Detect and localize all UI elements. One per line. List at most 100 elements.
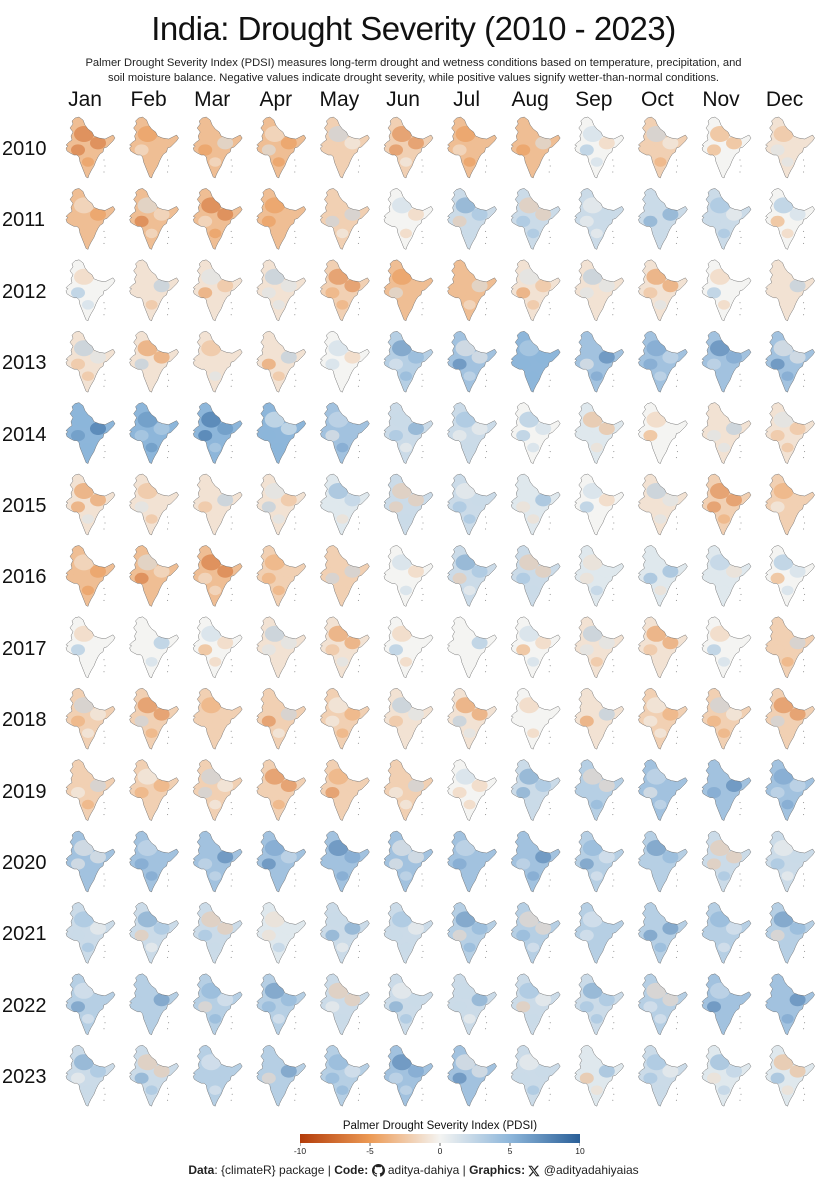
india-map-cell: [447, 402, 497, 464]
india-map-cell: [701, 188, 752, 250]
india-map-cell: [765, 330, 815, 393]
india-map-cell: [383, 402, 434, 464]
month-label: Jun: [386, 88, 420, 111]
india-map-cell: [701, 402, 752, 464]
india-map-cell: [701, 259, 752, 322]
india-map-cell: [192, 330, 243, 393]
india-map-cell: [765, 1044, 815, 1107]
year-label: 2021: [2, 923, 47, 946]
india-map-cell: [320, 687, 370, 750]
india-map-cell: [65, 616, 116, 679]
india-map-cell: [574, 830, 625, 893]
india-map-cell: [638, 830, 688, 893]
india-map-cell: [447, 545, 497, 607]
map-grid: [65, 116, 815, 1107]
india-map-cell: [574, 116, 625, 179]
india-map-cell: [383, 759, 434, 821]
month-label: Sep: [575, 88, 613, 111]
india-map-cell: [765, 902, 815, 964]
india-map-cell: [320, 473, 370, 536]
india-map-cell: [638, 687, 688, 750]
india-map-cell: [574, 188, 625, 250]
india-map-cell: [510, 259, 561, 322]
india-map-cell: [383, 545, 434, 607]
india-map-cell: [638, 1044, 688, 1107]
india-map-cell: [129, 402, 179, 464]
year-label: 2013: [2, 352, 47, 375]
india-map-cell: [447, 188, 497, 250]
india-map-cell: [510, 687, 561, 750]
chart-subtitle: Palmer Drought Severity Index (PDSI) mea…: [60, 56, 767, 86]
month-label: Apr: [259, 88, 293, 111]
india-map-cell: [447, 330, 497, 393]
india-map-cell: [447, 902, 497, 964]
india-map-cell: [383, 616, 434, 679]
india-map-cell: [320, 259, 370, 322]
india-map-cell: [65, 1044, 116, 1107]
india-map-cell: [320, 330, 370, 393]
india-map-cell: [765, 759, 815, 821]
india-map-cell: [129, 1044, 179, 1107]
india-map-cell: [574, 402, 625, 464]
india-map-cell: [638, 545, 688, 607]
india-map-cell: [701, 330, 752, 393]
india-map-cell: [383, 902, 434, 964]
india-map-cell: [638, 259, 688, 322]
credits-data-value: : {climateR} package |: [214, 1163, 335, 1177]
india-map-cell: [129, 473, 179, 536]
india-map-cell: [447, 473, 497, 536]
india-map-cell: [65, 473, 116, 536]
india-map-cell: [638, 473, 688, 536]
india-map-cell: [256, 616, 307, 679]
india-map-cell: [701, 687, 752, 750]
india-map-cell: [192, 1044, 243, 1107]
india-map-cell: [447, 973, 497, 1036]
india-map-cell: [320, 759, 370, 821]
india-map-cell: [701, 973, 752, 1036]
india-map-cell: [320, 116, 370, 179]
india-map-cell: [574, 330, 625, 393]
credits-code-label: Code:: [334, 1163, 369, 1177]
year-label: 2020: [2, 852, 47, 874]
subtitle-line-1: Palmer Drought Severity Index (PDSI) mea…: [85, 57, 742, 69]
india-map-cell: [256, 402, 307, 464]
india-map-cell: [765, 188, 815, 250]
india-map-cell: [383, 188, 434, 250]
india-map-cell: [129, 259, 179, 322]
india-map-cell: [510, 759, 561, 821]
month-label: Mar: [194, 88, 231, 111]
india-map-cell: [192, 616, 243, 679]
india-map-cell: [510, 473, 561, 536]
legend-tick-label: 0: [437, 1146, 443, 1156]
month-label: Nov: [702, 88, 740, 111]
india-map-cell: [320, 545, 370, 607]
india-map-cell: [383, 973, 434, 1036]
year-label: 2011: [2, 209, 46, 232]
year-label: 2023: [2, 1066, 47, 1089]
india-map-cell: [256, 902, 307, 964]
india-map-cell: [320, 188, 370, 250]
india-map-cell: [701, 473, 752, 536]
india-map-cell: [510, 830, 561, 893]
legend-tick-label: -10: [293, 1146, 307, 1156]
india-map-cell: [192, 545, 243, 607]
india-map-cell: [65, 830, 116, 893]
india-map-cell: [638, 330, 688, 393]
india-map-cell: [574, 759, 625, 821]
india-map-cell: [129, 830, 179, 893]
india-map-cell: [192, 759, 243, 821]
india-map-cell: [574, 259, 625, 322]
india-map-cell: [574, 687, 625, 750]
india-map-cell: [701, 759, 752, 821]
india-map-cell: [638, 616, 688, 679]
india-map-cell: [192, 687, 243, 750]
india-map-cell: [638, 973, 688, 1036]
india-map-cell: [765, 973, 815, 1036]
india-map-cell: [320, 830, 370, 893]
india-map-cell: [65, 259, 116, 322]
india-map-cell: [65, 687, 116, 750]
india-map-cell: [447, 759, 497, 821]
india-map-cell: [129, 188, 179, 250]
month-label: Feb: [130, 88, 167, 111]
india-map-cell: [447, 1044, 497, 1107]
